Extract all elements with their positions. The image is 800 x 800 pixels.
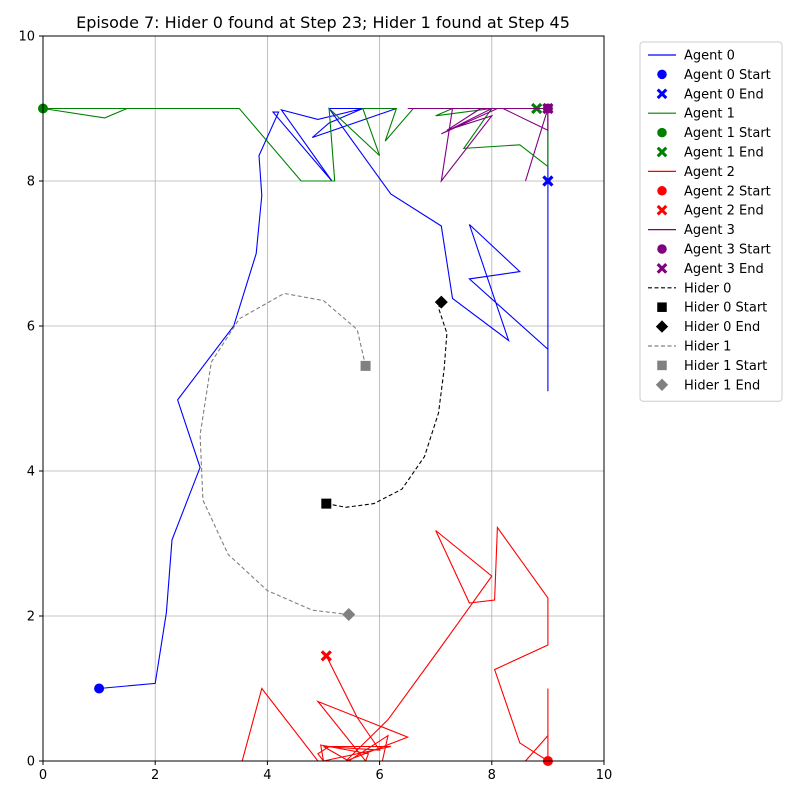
plot-frame	[42, 35, 605, 762]
legend-label: Agent 1 End	[684, 146, 764, 161]
end-point	[542, 175, 554, 187]
legend-label: Agent 2 End	[684, 204, 764, 219]
x-tick-label: 8	[488, 768, 496, 783]
legend-item: Agent 2 End	[656, 204, 764, 219]
series-line	[99, 107, 549, 690]
y-tick-label: 6	[27, 320, 35, 335]
series-line	[407, 107, 549, 184]
axis-ticks: 0 2 4 6 8 10 0 2 4 6 8 10	[18, 30, 612, 784]
series-layer	[38, 102, 554, 766]
legend-item: Agent 1 End	[656, 146, 764, 161]
legend-item: Agent 1	[648, 107, 735, 122]
end-point	[434, 295, 448, 309]
series-line	[199, 292, 367, 616]
legend-item: Agent 2	[648, 165, 735, 180]
legend-label: Hider 0 Start	[684, 301, 767, 316]
legend-item: Hider 1 End	[655, 378, 760, 393]
legend-label: Hider 1 End	[684, 378, 760, 393]
start-point	[321, 498, 332, 509]
legend-item: Agent 0	[648, 49, 735, 64]
y-tick-label: 2	[27, 610, 35, 625]
legend-label: Hider 0	[684, 281, 731, 296]
legend-box	[639, 41, 783, 402]
legend-swatch	[657, 302, 667, 312]
legend-swatch	[655, 320, 669, 333]
legend-item: Agent 3 Start	[657, 243, 771, 258]
x-tick-label: 4	[263, 768, 271, 783]
legend-label: Agent 2	[684, 165, 735, 180]
series-line	[42, 107, 549, 182]
series-agent-0	[94, 107, 554, 694]
legend-item: Agent 1 Start	[657, 126, 771, 141]
legend-label: Agent 1 Start	[684, 126, 771, 141]
x-tick-label: 10	[596, 768, 613, 783]
legend-item: Agent 2 Start	[657, 184, 771, 199]
x-tick-label: 0	[39, 768, 47, 783]
legend-item: Agent 0 End	[656, 87, 764, 102]
end-point	[542, 102, 554, 115]
series-line	[326, 301, 448, 508]
series-agent-3	[407, 102, 554, 184]
y-tick-label: 0	[27, 755, 35, 770]
legend-swatch	[657, 127, 667, 138]
series-agent-2	[241, 525, 553, 766]
legend-swatch	[657, 360, 667, 371]
legend-label: Agent 2 Start	[684, 184, 771, 199]
legend-swatch	[657, 69, 667, 80]
series-hider-0	[321, 295, 448, 509]
legend-label: Agent 0 End	[684, 87, 764, 102]
legend-label: Hider 1 Start	[684, 359, 767, 374]
y-tick-label: 8	[27, 175, 35, 190]
legend-swatch	[657, 186, 667, 196]
legend-item: Hider 0 End	[655, 320, 760, 335]
x-tick-label: 2	[151, 768, 159, 783]
legend-label: Agent 0	[684, 49, 735, 64]
legend-label: Agent 0 Start	[684, 68, 771, 83]
legend-item: Hider 0	[648, 281, 731, 296]
legend-swatch	[655, 378, 669, 391]
series-hider-1	[199, 292, 371, 622]
series-line	[241, 525, 549, 763]
end-point	[342, 608, 356, 622]
legend-item: Hider 0 Start	[657, 301, 767, 316]
chart-title: Episode 7: Hider 0 found at Step 23; Hid…	[76, 13, 570, 32]
legend-label: Agent 1	[684, 107, 735, 122]
legend-item: Agent 3	[648, 223, 735, 238]
legend-item: Hider 1	[648, 340, 731, 355]
legend-label: Agent 3 Start	[684, 243, 771, 258]
end-point	[320, 650, 332, 662]
y-tick-label: 10	[18, 30, 35, 45]
legend-item: Agent 3 End	[656, 262, 764, 277]
legend-label: Hider 1	[684, 340, 731, 355]
legend-swatch	[656, 204, 668, 216]
y-tick-label: 4	[27, 465, 35, 480]
legend-label: Agent 3 End	[684, 262, 764, 277]
legend-swatch	[657, 244, 667, 254]
legend-label: Hider 0 End	[684, 320, 760, 335]
legend-item: Agent 0 Start	[657, 68, 771, 83]
x-tick-label: 6	[375, 768, 383, 783]
start-point	[360, 360, 371, 371]
legend: Agent 0 Agent 0 Start Agent 0 End Agent 1 Ag…	[639, 41, 783, 402]
legend-item: Hider 1 Start	[657, 359, 767, 374]
legend-label: Agent 3	[684, 223, 735, 238]
legend-swatch	[656, 263, 668, 274]
start-point	[94, 683, 105, 694]
legend-swatch	[656, 88, 668, 100]
legend-swatch	[656, 146, 668, 158]
